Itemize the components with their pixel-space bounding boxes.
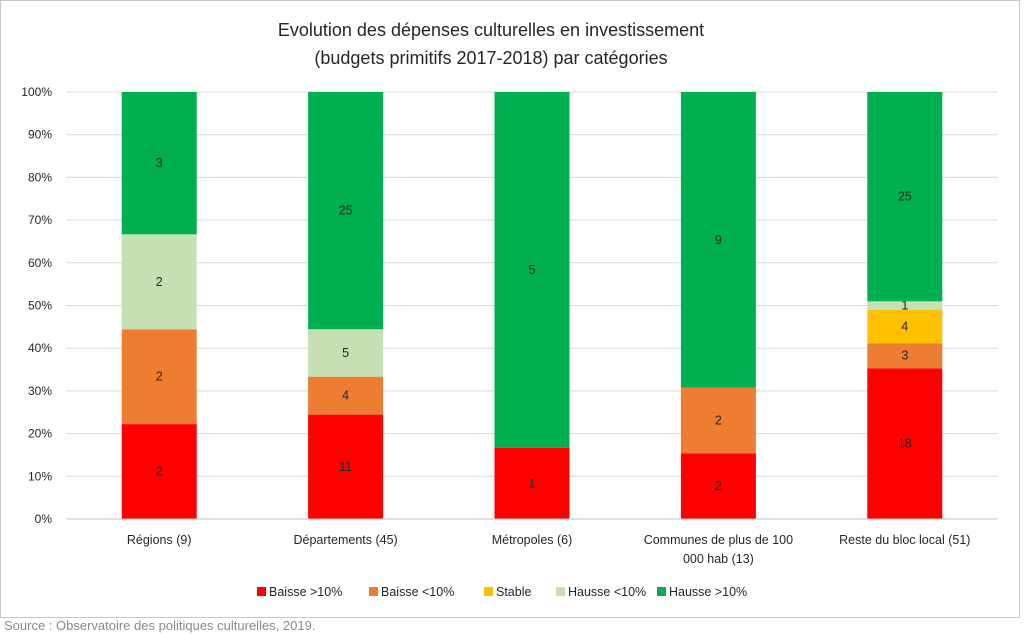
legend-swatch [369,587,378,596]
data-label: 4 [342,389,349,403]
data-label: 18 [898,437,912,451]
data-label: 2 [715,479,722,493]
data-label: 5 [342,346,349,360]
x-category-label: Reste du bloc local (51) [839,533,970,547]
legend-label: Stable [496,585,531,599]
data-label: 11 [339,460,352,474]
x-category-label: Communes de plus de 100 [644,533,793,547]
bar-segment [308,329,384,377]
chart-title-line-1: Evolution des dépenses culturelles en in… [278,20,704,40]
y-tick-label: 40% [28,341,52,355]
bar-segment [680,387,756,454]
bar-segment [680,92,756,388]
bar-segment [308,92,384,330]
y-tick-label: 0% [35,512,53,526]
legend-swatch [484,587,493,596]
bar-segment [680,453,756,519]
bar-segment [494,447,570,519]
x-category-label: Départements (45) [293,533,397,547]
bar-segment [308,414,384,519]
legend-swatch [556,587,565,596]
bar-segment [867,92,943,302]
legend-label: Baisse >10% [269,585,342,599]
data-label: 2 [715,413,722,427]
legend-swatch [657,587,666,596]
y-tick-label: 50% [28,299,52,313]
x-category-label: Régions (9) [127,533,192,547]
data-label: 25 [898,190,912,204]
x-category-label: 000 hab (13) [683,552,754,566]
data-label: 2 [156,465,163,479]
legend-label: Hausse <10% [568,585,646,599]
data-label: 1 [529,476,536,490]
bar-segment [121,424,197,519]
data-label: 1 [901,299,908,313]
legend-swatch [257,587,266,596]
bar-segment [121,92,197,235]
source-note: Source : Observatoire des politiques cul… [4,618,316,633]
data-label: 9 [715,233,722,247]
data-label: 25 [339,204,353,218]
chart-title-line-2: (budgets primitifs 2017-2018) par catégo… [314,48,667,68]
stacked-bar-chart: Evolution des dépenses culturelles en in… [21,20,998,599]
data-label: 2 [156,370,163,384]
y-tick-label: 60% [28,256,52,270]
data-label: 2 [156,275,163,289]
bar-segment [494,92,570,448]
data-label: 3 [901,349,908,363]
bar-segment [867,368,943,519]
y-tick-label: 20% [28,427,52,441]
y-tick-label: 70% [28,213,52,227]
legend-label: Hausse >10% [669,585,747,599]
data-label: 4 [901,319,908,333]
y-tick-label: 10% [28,469,52,483]
data-label: 3 [156,156,163,170]
bar-segment [867,301,943,310]
x-category-label: Métropoles (6) [492,533,573,547]
bar-segment [867,343,943,369]
data-label: 5 [529,263,536,277]
y-tick-label: 80% [28,170,52,184]
y-tick-label: 90% [28,128,52,142]
y-tick-label: 100% [21,85,52,99]
y-tick-label: 30% [28,384,52,398]
bar-segment [121,329,197,425]
bar-segment [308,376,384,415]
legend-label: Baisse <10% [381,585,454,599]
bar-segment [121,234,197,330]
bar-segment [867,309,943,344]
